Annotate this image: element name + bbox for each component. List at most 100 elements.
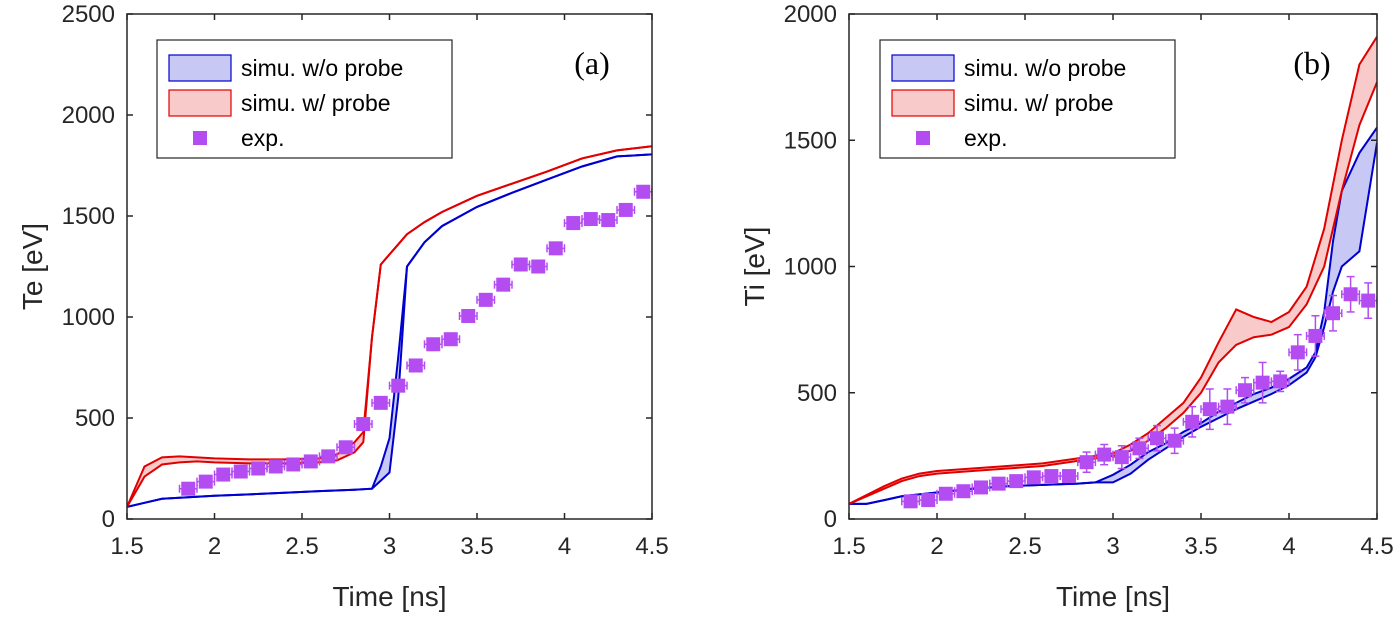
data-point <box>181 481 196 496</box>
x-tick-label: 2 <box>208 533 221 560</box>
chart-panel-a: 1.5 2 2.5 3 3.5 4 4.5 0 500 1000 1500 2000 2500 Time … <box>17 1 669 612</box>
data-point <box>1150 431 1164 446</box>
data-point <box>426 337 441 352</box>
data-point <box>1273 374 1288 389</box>
y-tick-label: 1000 <box>784 254 837 281</box>
chart-panel-b: 1.5 2 2.5 3 3.5 4 4.5 0 500 1000 1500 2000 Time [ns]… <box>739 1 1394 612</box>
data-point <box>391 378 406 393</box>
data-point <box>303 454 318 469</box>
data-point <box>618 202 633 217</box>
y-tick-label: 2000 <box>784 1 837 28</box>
y-tick-label: 1500 <box>784 127 837 154</box>
x-tick-label: 2.5 <box>1008 533 1041 560</box>
legend: simu. w/o probe simu. w/ probe exp. <box>879 39 1176 159</box>
legend-entry-label: simu. w/o probe <box>241 55 403 81</box>
data-point <box>531 259 546 274</box>
data-point <box>548 241 563 256</box>
x-tick-label: 2 <box>930 533 943 560</box>
data-point <box>1132 441 1147 456</box>
data-point <box>1167 433 1182 448</box>
legend-swatch-band <box>168 54 232 82</box>
y-tick-label: 500 <box>75 405 115 432</box>
data-point <box>198 474 213 489</box>
data-point <box>1308 328 1323 343</box>
data-point <box>991 476 1006 491</box>
data-point <box>1062 469 1076 484</box>
data-point <box>601 213 616 228</box>
data-point <box>408 358 423 373</box>
y-tick-label: 2500 <box>62 1 115 28</box>
data-point <box>921 493 936 508</box>
data-point <box>1361 293 1376 308</box>
y-axis-label: Te [eV] <box>17 223 48 310</box>
data-point <box>1238 383 1252 398</box>
data-point <box>956 484 971 499</box>
y-axis-label: Ti [eV] <box>739 227 770 307</box>
data-point <box>974 480 988 495</box>
x-tick-label: 1.5 <box>832 533 865 560</box>
data-point <box>1185 414 1200 429</box>
data-point <box>233 464 248 479</box>
data-point <box>321 449 336 464</box>
legend-entry-label: simu. w/ probe <box>241 90 391 116</box>
data-point <box>903 494 918 509</box>
y-tick-label: 1000 <box>62 304 115 331</box>
data-point <box>251 461 266 476</box>
plot-area <box>127 145 652 508</box>
data-point <box>938 486 953 501</box>
y-tick-label: 0 <box>824 506 837 533</box>
y-tick-label: 2000 <box>62 102 115 129</box>
x-tick-label: 3.5 <box>1184 533 1217 560</box>
data-point <box>1114 450 1129 465</box>
legend: simu. w/o probe simu. w/ probe exp. <box>156 39 453 159</box>
x-tick-label: 4.5 <box>1360 533 1393 560</box>
legend-entry-label: simu. w/ probe <box>964 90 1114 116</box>
data-point <box>478 292 493 307</box>
data-point <box>513 257 528 272</box>
data-point <box>1097 447 1112 462</box>
x-tick-label: 4 <box>558 533 571 560</box>
legend-swatch-band <box>891 89 955 117</box>
x-tick-label: 3.5 <box>460 533 493 560</box>
data-point <box>1044 469 1059 484</box>
data-point <box>286 457 301 472</box>
band-fill-0 <box>127 154 652 507</box>
band-lower-line-0 <box>849 142 1377 505</box>
data-point <box>1009 474 1024 489</box>
data-point <box>356 417 371 432</box>
data-point <box>1079 455 1094 470</box>
legend-entry-label: exp. <box>964 125 1007 151</box>
legend-entry-label: exp. <box>241 125 284 151</box>
data-point <box>1026 470 1041 485</box>
x-tick-label: 1.5 <box>110 533 143 560</box>
x-tick-label: 3 <box>1106 533 1119 560</box>
band-lower-line-1 <box>127 145 652 508</box>
x-tick-label: 4 <box>1282 533 1295 560</box>
data-point <box>1326 306 1340 321</box>
data-point <box>1202 402 1217 417</box>
data-point <box>636 184 651 199</box>
data-point <box>566 216 581 231</box>
data-point <box>338 440 353 455</box>
data-point <box>1343 287 1358 302</box>
legend-entry-label: simu. w/o probe <box>964 55 1126 81</box>
x-axis-label: Time [ns] <box>1056 581 1170 612</box>
data-point <box>1255 375 1270 390</box>
data-point <box>1290 345 1305 360</box>
data-point <box>583 212 598 227</box>
panel-label: (b) <box>1293 45 1330 81</box>
x-axis-label: Time [ns] <box>332 581 446 612</box>
data-point <box>268 459 283 474</box>
data-point <box>216 467 231 482</box>
x-tick-label: 2.5 <box>285 533 318 560</box>
data-point <box>373 395 388 410</box>
data-point <box>461 308 476 323</box>
band-lower-line-0 <box>127 153 652 508</box>
legend-swatch-band <box>168 89 232 117</box>
x-tick-label: 4.5 <box>635 533 668 560</box>
data-point <box>443 332 458 347</box>
y-tick-label: 1500 <box>62 203 115 230</box>
legend-swatch-marker <box>916 131 930 145</box>
legend-swatch-marker <box>193 131 207 145</box>
